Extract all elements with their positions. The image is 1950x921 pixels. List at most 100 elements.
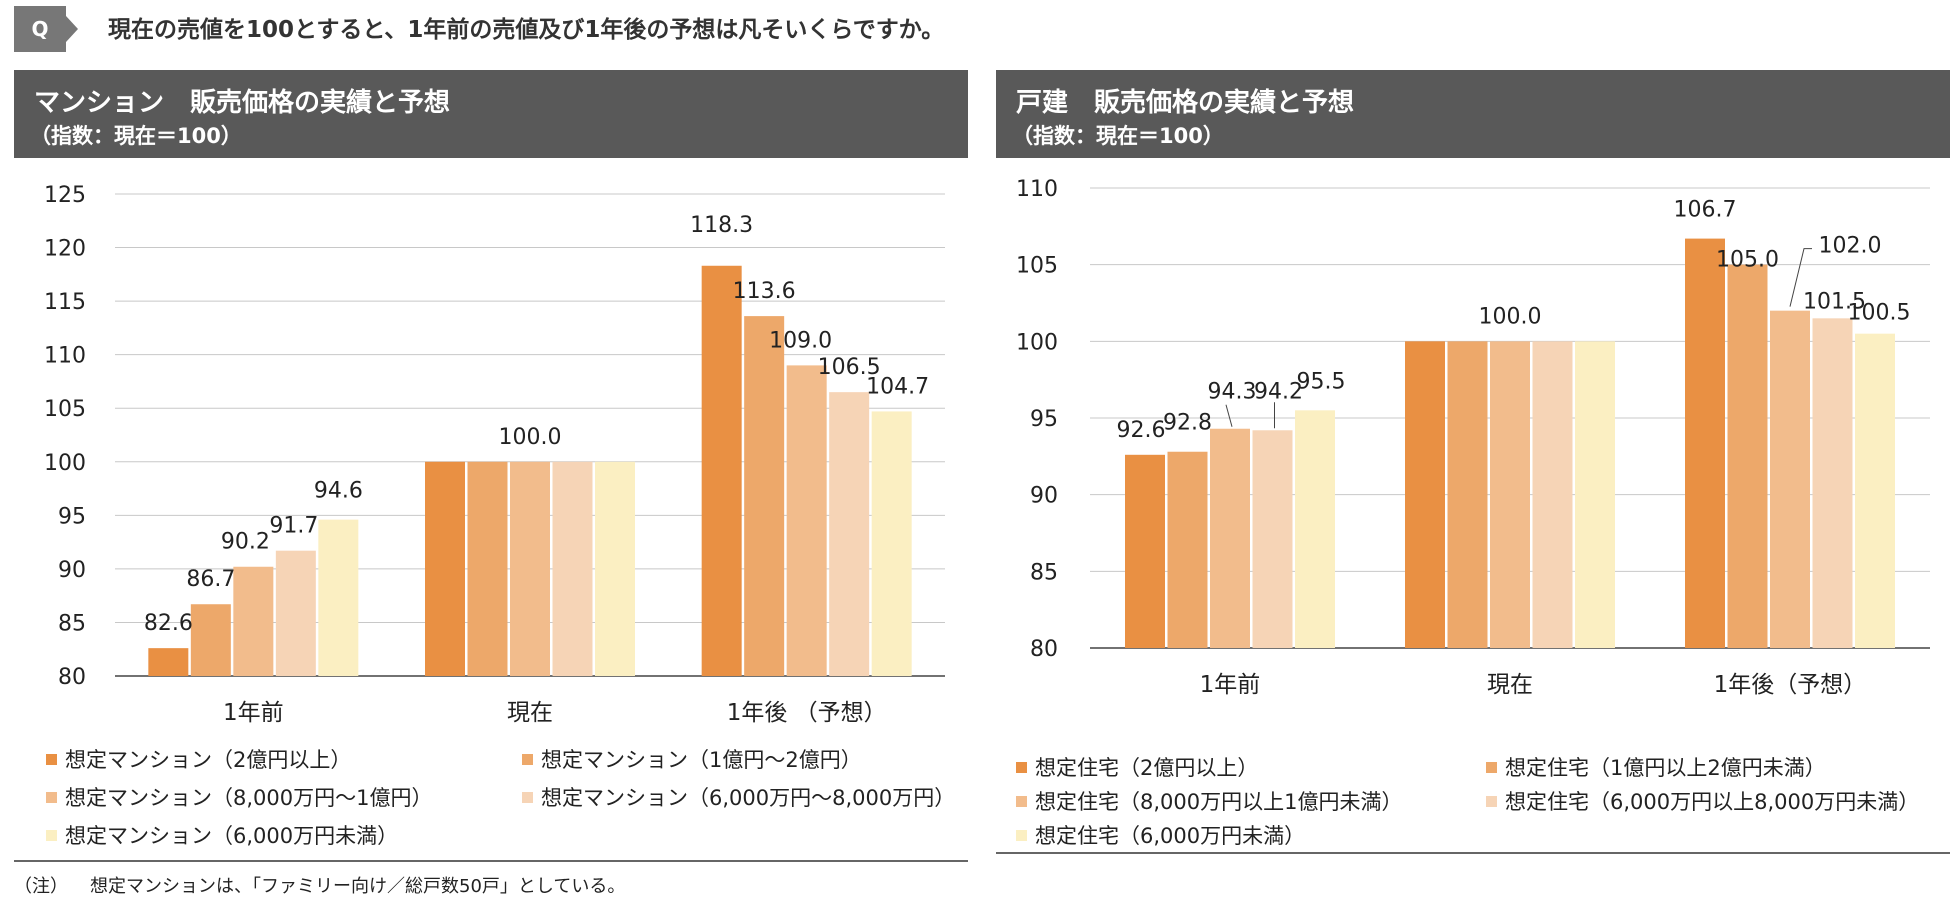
house-bar (1167, 451, 1208, 648)
legend-swatch (522, 791, 533, 803)
mansion-data-label: 86.7 (186, 567, 235, 592)
left-bottom-divider (14, 860, 968, 862)
legend-item: 想定住宅（6,000万円未満） (1016, 820, 1305, 850)
mansion-bar (786, 365, 827, 676)
mansion-bar (275, 550, 316, 676)
house-data-label: 100.0 (1479, 304, 1542, 329)
house-bar (1812, 318, 1853, 648)
legend-item: 想定マンション（6,000万円未満） (46, 820, 398, 850)
legend-label: 想定住宅（6,000万円未満） (1035, 824, 1306, 848)
right-bottom-divider (996, 852, 1950, 854)
house-bar (1252, 430, 1293, 648)
mansion-data-label: 104.7 (866, 374, 929, 399)
legend-swatch (1016, 761, 1027, 773)
legend-label: 想定マンション（1億円～2億円） (541, 748, 862, 772)
mansion-bar (233, 566, 274, 676)
house-data-label: 105.0 (1716, 248, 1779, 273)
house-data-label: 92.8 (1163, 411, 1212, 436)
house-y-tick-label: 95 (1030, 407, 1058, 432)
mansion-bar (425, 461, 465, 676)
legend-swatch (46, 753, 57, 765)
house-bar (1770, 310, 1810, 648)
legend-label: 想定マンション（8,000万円～1億円） (65, 786, 433, 810)
house-y-tick-label: 105 (1016, 254, 1058, 279)
mansion-bar (510, 461, 550, 676)
mansion-data-label: 91.7 (269, 514, 318, 539)
legend-label: 想定住宅（2億円以上） (1035, 756, 1259, 780)
mansion-data-label: 94.6 (314, 479, 363, 504)
mansion-bar (148, 648, 189, 676)
house-data-label: 92.6 (1117, 418, 1166, 443)
mansion-bar (701, 265, 742, 676)
legend-label: 想定マンション（6,000万円未満） (65, 824, 399, 848)
house-data-label: 94.3 (1208, 380, 1257, 405)
mansion-bar (829, 392, 870, 676)
house-data-label: 94.2 (1254, 379, 1303, 404)
legend-swatch (1486, 761, 1497, 773)
house-y-tick-label: 110 (1016, 177, 1058, 202)
mansion-y-tick-label: 125 (44, 183, 86, 208)
house-y-tick-label: 85 (1030, 560, 1058, 585)
house-bar (1125, 454, 1165, 648)
house-bar (1727, 264, 1768, 648)
question-arrow-icon (66, 16, 78, 42)
legend-swatch (1486, 795, 1497, 807)
house-bar (1855, 333, 1895, 648)
legend-item: 想定住宅（1億円以上2億円未満） (1486, 752, 1826, 782)
house-bar (1447, 341, 1488, 648)
mansion-data-label: 106.5 (818, 355, 881, 380)
house-bar (1210, 428, 1250, 648)
mansion-bar (595, 461, 635, 676)
mansion-bar (552, 461, 593, 676)
legend-label: 想定マンション（6,000万円～8,000万円） (541, 786, 956, 810)
house-bar (1405, 341, 1445, 648)
house-data-label: 100.5 (1848, 301, 1911, 326)
mansion-data-label: 82.6 (144, 611, 193, 636)
mansion-bar (744, 316, 785, 676)
mansion-category-label: 現在 (507, 700, 553, 726)
mansion-chart-title: マンション 販売価格の実績と予想 (34, 88, 451, 118)
mansion-y-tick-label: 85 (58, 611, 86, 636)
question-text: 現在の売値を100とすると、1年前の売値及び1年後の予想は凡そいくらですか。 (108, 17, 945, 43)
footnote-label: （注） (14, 876, 68, 897)
house-y-tick-label: 90 (1030, 484, 1058, 509)
house-y-tick-label: 80 (1030, 637, 1058, 662)
mansion-data-label: 100.0 (499, 425, 562, 450)
house-data-label: 102.0 (1819, 234, 1882, 259)
legend-label: 想定住宅（1億円以上2億円未満） (1505, 756, 1826, 780)
mansion-y-tick-label: 80 (58, 665, 86, 690)
mansion-category-label: 1年後 （予想） (727, 700, 887, 726)
mansion-bar (318, 519, 359, 676)
house-leader-line (1225, 404, 1233, 427)
mansion-data-label: 113.6 (733, 279, 796, 304)
legend-item: 想定住宅（2億円以上） (1016, 752, 1258, 782)
legend-swatch (522, 753, 533, 765)
legend-label: 想定住宅（8,000万円以上1億円未満） (1035, 790, 1403, 814)
legend-swatch (1016, 829, 1027, 841)
mansion-data-label: 118.3 (690, 213, 753, 238)
house-chart-header: 戸建 販売価格の実績と予想 （指数：現在＝100） (996, 70, 1950, 158)
mansion-category-label: 1年前 (223, 700, 284, 726)
legend-item: 想定マンション（6,000万円～8,000万円） (522, 782, 955, 812)
mansion-y-tick-label: 120 (44, 237, 86, 262)
question-badge: Q (14, 6, 66, 52)
legend-swatch (46, 829, 57, 841)
house-category-label: 1年前 (1200, 672, 1261, 698)
mansion-data-label: 90.2 (221, 530, 270, 555)
mansion-chart-header: マンション 販売価格の実績と予想 （指数：現在＝100） (14, 70, 968, 158)
mansion-y-tick-label: 90 (58, 558, 86, 583)
mansion-data-label: 109.0 (769, 328, 832, 353)
mansion-y-tick-label: 100 (44, 451, 86, 476)
mansion-bar (190, 604, 231, 676)
legend-item: 想定住宅（8,000万円以上1億円未満） (1016, 786, 1402, 816)
legend-label: 想定住宅（6,000万円以上8,000万円未満） (1505, 790, 1920, 814)
house-y-tick-label: 100 (1016, 330, 1058, 355)
house-bar (1490, 341, 1530, 648)
mansion-y-tick-label: 105 (44, 397, 86, 422)
mansion-chart-subtitle: （指数：現在＝100） (30, 124, 242, 148)
footnote: （注） 想定マンションは、「ファミリー向け／総戸数50戸」としている。 (14, 872, 625, 898)
mansion-y-tick-label: 95 (58, 504, 86, 529)
mansion-y-tick-label: 115 (44, 290, 86, 315)
house-leader-line (1789, 248, 1812, 307)
